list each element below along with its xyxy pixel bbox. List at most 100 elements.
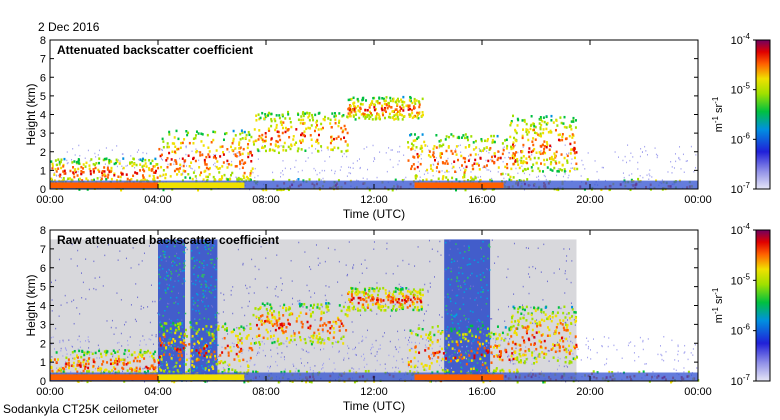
backscatter-cell (167, 145, 170, 149)
aerosol-speck (571, 158, 573, 160)
y-tick-label: 1 (40, 165, 46, 177)
noise-speck (214, 316, 217, 319)
aerosol-speck (425, 170, 427, 172)
backscatter-cell (249, 327, 252, 330)
noise-speck (548, 350, 550, 352)
noise-speck (566, 278, 568, 280)
aerosol-speck (470, 171, 472, 173)
backscatter-cell (180, 354, 183, 358)
backscatter-cell (539, 127, 542, 131)
backscatter-cell (448, 135, 451, 139)
aerosol-speck (300, 357, 302, 360)
backscatter-cell (154, 350, 157, 354)
backscatter-cell (89, 172, 92, 176)
backscatter-cell (177, 137, 180, 141)
backscatter-cell (356, 105, 359, 108)
backscatter-cell (344, 128, 347, 131)
aerosol-speck (419, 176, 421, 178)
backscatter-cell (550, 155, 553, 159)
backscatter-cell (289, 370, 292, 373)
aerosol-speck (690, 352, 692, 354)
backscatter-cell (304, 338, 307, 341)
backscatter-cell (394, 117, 397, 121)
backscatter-cell (462, 336, 465, 339)
noise-speck (454, 302, 457, 305)
noise-speck (269, 365, 271, 368)
backscatter-cell (467, 159, 470, 162)
noise-speck (407, 339, 409, 341)
noise-speck (142, 367, 144, 370)
backscatter-cell (438, 350, 441, 354)
backscatter-cell (270, 112, 273, 116)
backscatter-cell (494, 344, 497, 347)
noise-speck (233, 345, 235, 348)
backscatter-cell (447, 178, 450, 182)
aerosol-speck (130, 155, 132, 157)
noise-speck (138, 263, 140, 266)
backscatter-cell (255, 139, 258, 142)
backscatter-cell (260, 323, 263, 326)
backscatter-cell (285, 149, 288, 152)
aerosol-speck (87, 149, 89, 152)
noise-speck (385, 303, 387, 306)
backscatter-cell (398, 110, 401, 114)
noise-speck (169, 346, 171, 349)
backscatter-cell (154, 370, 157, 373)
aerosol-speck (364, 357, 366, 360)
backscatter-cell (365, 300, 368, 303)
backscatter-cell (556, 170, 559, 173)
backscatter-cell (277, 151, 280, 155)
aerosol-speck (685, 160, 687, 163)
backscatter-cell (86, 188, 89, 191)
noise-speck (266, 286, 268, 289)
aerosol-speck (509, 361, 511, 364)
noise-speck (389, 315, 391, 317)
noise-speck (175, 301, 177, 303)
aerosol-speck (521, 336, 523, 338)
backscatter-cell (364, 288, 367, 291)
aerosol-speck (98, 347, 100, 350)
noise-speck (190, 338, 193, 341)
backscatter-cell (367, 303, 370, 307)
backscatter-cell (198, 166, 201, 169)
backscatter-cell (408, 115, 411, 118)
noise-speck (209, 332, 212, 335)
aerosol-speck (282, 160, 284, 162)
backscatter-cell (396, 112, 399, 115)
noise-speck (440, 359, 442, 362)
noise-speck (321, 305, 323, 308)
aerosol-speck (461, 345, 463, 348)
aerosol-speck (122, 167, 124, 170)
backscatter-cell (92, 168, 95, 171)
y-tick-label: 6 (40, 72, 46, 84)
backscatter-cell (387, 295, 390, 299)
backscatter-cell (285, 309, 288, 312)
backscatter-cell (339, 319, 342, 323)
backscatter-cell (178, 358, 181, 362)
backscatter-cell (185, 371, 188, 374)
noise-speck (192, 348, 195, 351)
aerosol-speck (321, 149, 323, 152)
backscatter-cell (529, 157, 532, 161)
backscatter-cell (287, 188, 290, 192)
backscatter-cell (287, 110, 290, 114)
noise-speck (177, 356, 179, 358)
backscatter-cell (101, 171, 104, 175)
aerosol-speck (173, 366, 175, 368)
noise-speck (183, 270, 185, 272)
backscatter-cell (234, 334, 237, 338)
aerosol-speck (564, 144, 566, 146)
aerosol-speck (125, 165, 127, 167)
backscatter-cell (394, 298, 397, 302)
backscatter-cell (192, 171, 195, 174)
backscatter-cell (293, 143, 296, 146)
backscatter-cell (526, 161, 529, 165)
backscatter-cell (516, 124, 519, 127)
noise-speck (193, 273, 195, 276)
backscatter-cell (206, 344, 209, 348)
noise-speck (130, 304, 132, 306)
aerosol-speck (673, 368, 675, 370)
backscatter-cell (381, 112, 384, 115)
backscatter-cell (388, 105, 391, 108)
backscatter-cell (56, 163, 59, 167)
